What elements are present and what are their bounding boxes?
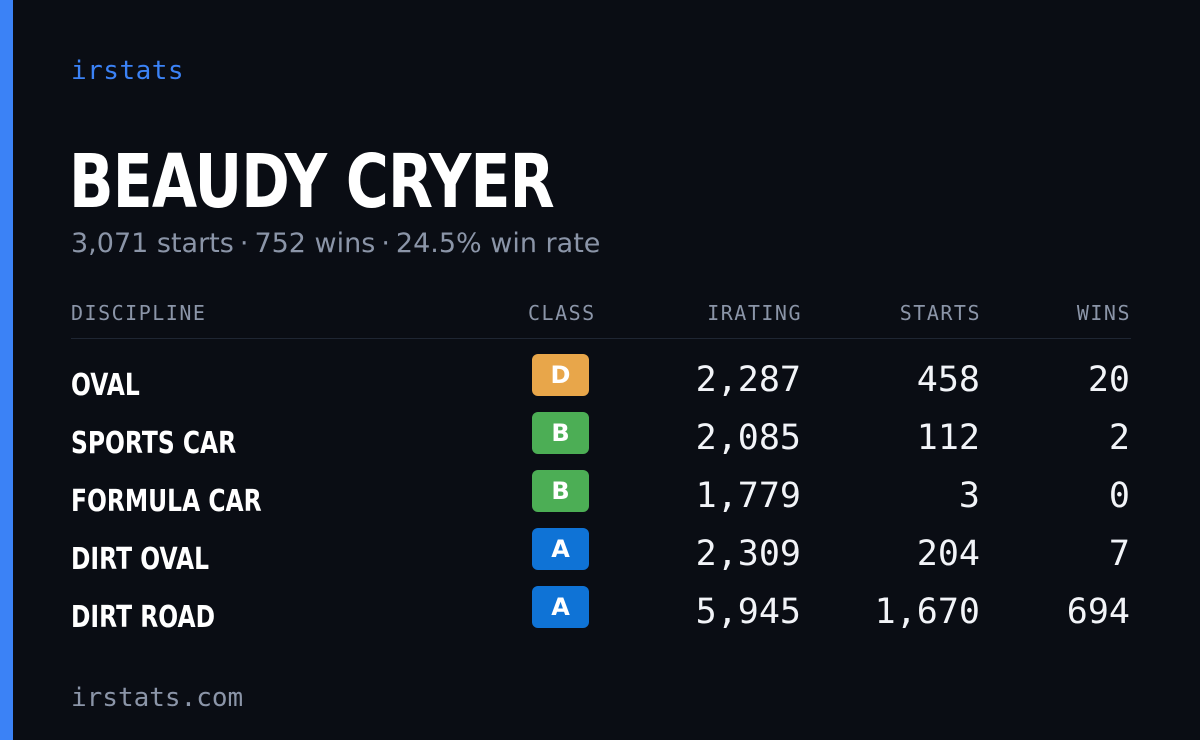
table-row: SPORTS CAR B 2,085 112 2 (71, 412, 1131, 470)
discipline-name: DIRT ROAD (71, 600, 216, 635)
class-badge: B (532, 412, 589, 454)
summary-starts: 3,071 starts (71, 228, 234, 259)
table-row: DIRT OVAL A 2,309 204 7 (71, 528, 1131, 586)
summary-win-rate: 24.5% win rate (395, 228, 601, 259)
career-summary: 3,071 starts · 752 wins · 24.5% win rate (71, 228, 600, 259)
starts-value: 1,670 (874, 592, 980, 632)
brand-logo: irstats (71, 56, 185, 86)
starts-value: 3 (958, 476, 980, 516)
irating-value: 2,309 (695, 534, 801, 574)
footer-url: irstats.com (71, 683, 244, 713)
summary-wins: 752 wins (254, 228, 376, 259)
table-row: OVAL D 2,287 458 20 (71, 354, 1131, 412)
starts-value: 204 (916, 534, 980, 574)
summary-separator: · (381, 228, 390, 259)
header-wins: WINS (1076, 301, 1131, 325)
table-row: FORMULA CAR B 1,779 3 0 (71, 470, 1131, 528)
class-badge: A (532, 528, 589, 570)
wins-value: 7 (1108, 534, 1130, 574)
irating-value: 2,287 (695, 360, 801, 400)
irating-value: 1,779 (695, 476, 801, 516)
stats-table-body: OVAL D 2,287 458 20 SPORTS CAR B 2,085 1… (71, 354, 1131, 644)
wins-value: 2 (1108, 418, 1130, 458)
driver-name: BEAUDY CRYER (69, 139, 555, 225)
irating-value: 2,085 (695, 418, 801, 458)
discipline-name: OVAL (71, 368, 140, 403)
class-badge: D (532, 354, 589, 396)
header-irating: IRATING (707, 301, 802, 325)
header-discipline: DISCIPLINE (71, 301, 207, 325)
class-badge: B (532, 470, 589, 512)
wins-value: 20 (1087, 360, 1130, 400)
class-badge: A (532, 586, 589, 628)
accent-bar (0, 0, 13, 740)
header-class: CLASS (528, 301, 596, 325)
irating-value: 5,945 (695, 592, 801, 632)
header-starts: STARTS (899, 301, 981, 325)
table-row: DIRT ROAD A 5,945 1,670 694 (71, 586, 1131, 644)
discipline-name: DIRT OVAL (71, 542, 210, 577)
wins-value: 0 (1108, 476, 1130, 516)
discipline-name: SPORTS CAR (71, 426, 237, 461)
wins-value: 694 (1066, 592, 1130, 632)
starts-value: 112 (916, 418, 980, 458)
discipline-name: FORMULA CAR (71, 484, 262, 519)
stats-table-header: DISCIPLINE CLASS IRATING STARTS WINS (71, 300, 1131, 339)
starts-value: 458 (916, 360, 980, 400)
summary-separator: · (239, 228, 249, 259)
